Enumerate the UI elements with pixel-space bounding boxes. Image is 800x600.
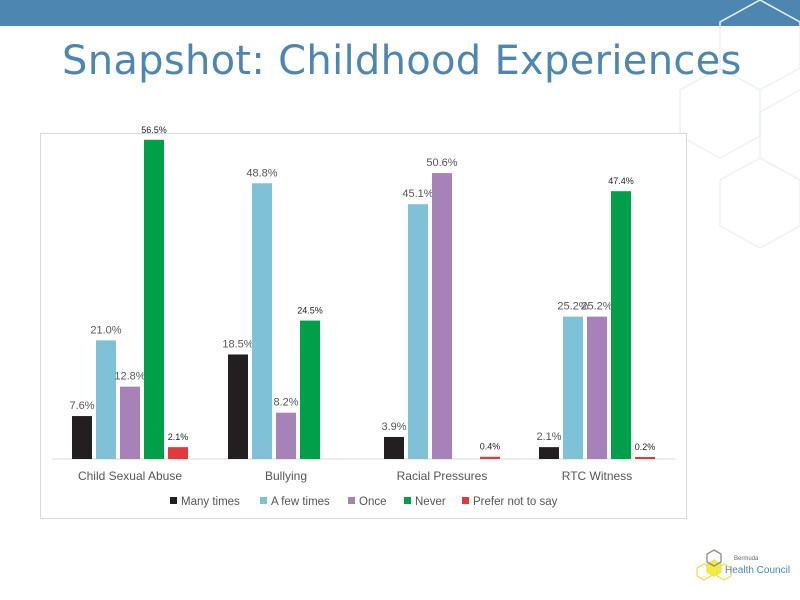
bar-3-1 <box>300 320 320 459</box>
category-label: Bullying <box>265 469 307 483</box>
data-label: 18.5% <box>222 338 253 350</box>
bar-0-0 <box>72 416 92 459</box>
category-label: RTC Witness <box>562 469 632 483</box>
data-label: 8.2% <box>273 397 298 409</box>
data-label: 0.4% <box>480 442 501 452</box>
bar-1-1 <box>252 183 272 459</box>
data-label: 47.4% <box>608 176 634 186</box>
bar-2-2 <box>432 173 452 460</box>
bar-2-1 <box>276 412 296 459</box>
bar-0-2 <box>384 436 404 459</box>
top-banner <box>0 0 800 26</box>
data-label: 2.1% <box>536 431 561 443</box>
category-label: Child Sexual Abuse <box>78 469 182 483</box>
legend-swatch <box>348 497 355 504</box>
bar-3-0 <box>144 139 164 459</box>
data-label: 25.2% <box>557 301 588 313</box>
bar-2-0 <box>120 386 140 459</box>
data-label: 12.8% <box>114 371 145 383</box>
category-label: Racial Pressures <box>397 469 488 483</box>
logo-main-text: Health Council <box>725 565 791 576</box>
data-label: 48.8% <box>246 167 277 179</box>
data-label: 25.2% <box>581 301 612 313</box>
bar-2-3 <box>587 316 607 459</box>
legend-swatch <box>404 497 411 504</box>
data-label: 21.0% <box>90 324 121 336</box>
legend-label: Prefer not to say <box>473 496 558 508</box>
legend-swatch <box>170 497 177 504</box>
legend-swatch <box>462 497 469 504</box>
bar-1-3 <box>563 316 583 459</box>
legend-label: A few times <box>271 496 330 508</box>
bar-0-1 <box>228 354 248 459</box>
data-label: 7.6% <box>69 400 94 412</box>
bar-0-3 <box>539 447 559 459</box>
hexagon-logo-icon <box>696 549 732 581</box>
legend-label: Never <box>415 496 446 508</box>
bar-4-2 <box>480 456 500 459</box>
bar-4-3 <box>635 457 655 459</box>
data-label: 24.5% <box>297 306 323 316</box>
slide-title: Snapshot: Childhood Experiences <box>62 38 742 84</box>
data-label: 3.9% <box>381 421 406 433</box>
data-label: 56.5% <box>141 125 167 135</box>
legend-swatch <box>260 497 267 504</box>
bar-3-3 <box>611 191 631 459</box>
legend-label: Once <box>359 496 387 508</box>
data-label: 45.1% <box>402 188 433 200</box>
data-label: 2.1% <box>168 432 189 442</box>
data-label: 50.6% <box>426 157 457 169</box>
bar-1-0 <box>96 340 116 459</box>
legend-label: Many times <box>181 496 240 508</box>
logo-small-text: Bermuda <box>734 556 759 562</box>
data-label: 0.2% <box>635 442 656 452</box>
bar-1-2 <box>408 204 428 459</box>
bar-4-0 <box>168 447 188 459</box>
